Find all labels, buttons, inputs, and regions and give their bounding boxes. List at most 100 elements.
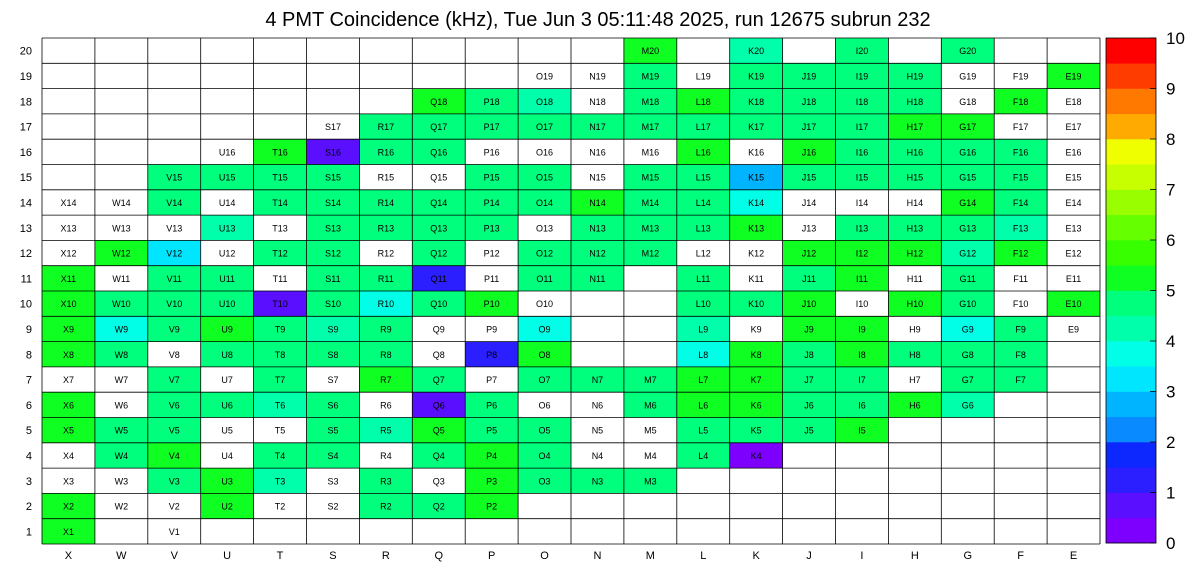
cell-U15: [200, 164, 254, 190]
cell-label-S16: S16: [325, 147, 341, 157]
cell-M17: [623, 113, 677, 140]
cell-K19: [729, 63, 783, 89]
cell-label-W7: W7: [115, 375, 129, 385]
cell-label-V8: V8: [169, 350, 180, 360]
cell-J5: [782, 417, 836, 443]
color-bar-band: [1106, 240, 1156, 266]
cell-L10: [676, 291, 730, 317]
cell-label-X10: X10: [60, 299, 76, 309]
cell-label-O13: O13: [536, 223, 553, 233]
cell-R9: [359, 316, 413, 342]
cell-label-G20: G20: [959, 46, 976, 56]
cell-label-I5: I5: [858, 426, 866, 436]
cell-label-V2: V2: [169, 502, 180, 512]
cell-label-U11: U11: [219, 274, 235, 284]
cell-label-H13: H13: [907, 223, 924, 233]
cell-label-T7: T7: [275, 375, 286, 385]
x-tick-label: J: [806, 550, 812, 562]
cell-S12: [306, 240, 360, 266]
cell-label-Q9: Q9: [433, 324, 445, 334]
cell-label-X13: X13: [60, 223, 76, 233]
cell-label-R11: R11: [378, 274, 394, 284]
x-tick-label: O: [540, 550, 549, 562]
cell-label-V13: V13: [166, 223, 182, 233]
cell-N3: [571, 468, 624, 494]
cell-label-R2: R2: [380, 502, 392, 512]
cell-label-X7: X7: [63, 375, 74, 385]
cell-O15: [518, 164, 571, 190]
cell-S8: [306, 341, 360, 367]
cell-label-K16: K16: [748, 147, 764, 157]
cell-label-V12: V12: [166, 249, 182, 259]
cell-label-I9: I9: [858, 324, 866, 334]
cell-I6: [835, 392, 889, 418]
cell-label-I17: I17: [856, 122, 869, 132]
cell-T10: [253, 291, 307, 317]
cell-label-J13: J13: [802, 223, 817, 233]
cell-U11: [200, 265, 254, 291]
cell-label-K15: K15: [748, 173, 764, 183]
cell-L4: [676, 442, 730, 469]
cell-H15: [888, 164, 942, 190]
cell-label-Q10: Q10: [430, 299, 447, 309]
cell-O4: [518, 442, 571, 469]
cell-label-I18: I18: [856, 97, 869, 107]
cell-label-P5: P5: [486, 426, 497, 436]
cell-G14: [941, 189, 995, 216]
cell-P6: [465, 392, 519, 418]
cell-label-J16: J16: [802, 147, 817, 157]
cell-label-H16: H16: [907, 147, 924, 157]
cell-Q12: [412, 240, 466, 266]
x-tick-label: W: [116, 550, 127, 562]
cell-I18: [835, 88, 889, 114]
cell-label-L16: L16: [696, 147, 711, 157]
cell-U10: [200, 291, 254, 317]
cell-O8: [518, 341, 571, 367]
cell-label-S4: S4: [327, 451, 338, 461]
cell-I7: [835, 366, 889, 393]
cell-G11: [941, 265, 995, 291]
cell-R3: [359, 468, 413, 494]
cell-label-K19: K19: [748, 71, 764, 81]
cell-label-M17: M17: [642, 122, 660, 132]
cell-label-P9: P9: [486, 324, 497, 334]
cell-N17: [571, 113, 624, 140]
x-tick-label: X: [65, 550, 73, 562]
cell-label-K6: K6: [751, 400, 762, 410]
cell-label-O10: O10: [536, 299, 553, 309]
cell-label-T13: T13: [272, 223, 288, 233]
cell-label-I6: I6: [858, 400, 866, 410]
cell-Q14: [412, 189, 466, 216]
cell-I13: [835, 215, 889, 241]
cell-O3: [518, 468, 571, 494]
cell-label-X5: X5: [63, 426, 74, 436]
cell-label-Q13: Q13: [430, 223, 447, 233]
y-tick-label: 15: [20, 172, 32, 184]
cell-label-W13: W13: [112, 223, 131, 233]
cell-G13: [941, 215, 995, 241]
cell-label-W10: W10: [112, 299, 131, 309]
cell-G17: [941, 113, 995, 140]
cell-label-O9: O9: [539, 324, 551, 334]
x-tick-label: E: [1070, 550, 1077, 562]
cell-label-I13: I13: [856, 223, 869, 233]
cell-P10: [465, 291, 519, 317]
cell-Q7: [412, 366, 466, 393]
cell-label-U7: U7: [221, 375, 233, 385]
cell-U6: [200, 392, 254, 418]
cell-G16: [941, 139, 995, 165]
y-tick-label: 20: [20, 46, 32, 58]
cell-label-M7: M7: [644, 375, 657, 385]
heatmap-cells: X1 V1 X2 W2 V2 U2 T2 S2 R2 Q2 P2 X3 W3 V3 U3 T3 S3 R3 Q3 P3…: [42, 38, 1100, 544]
cell-label-L11: L11: [696, 274, 710, 284]
color-bar-band: [1106, 189, 1156, 216]
cell-Q11: [412, 265, 466, 291]
cell-label-X8: X8: [63, 350, 74, 360]
cell-label-S8: S8: [327, 350, 338, 360]
cell-label-O6: O6: [539, 400, 551, 410]
cell-M15: [623, 164, 677, 190]
cell-label-Q2: Q2: [433, 502, 445, 512]
cell-M12: [623, 240, 677, 266]
color-bar-tick-label: 5: [1166, 282, 1175, 301]
cell-L16: [676, 139, 730, 165]
